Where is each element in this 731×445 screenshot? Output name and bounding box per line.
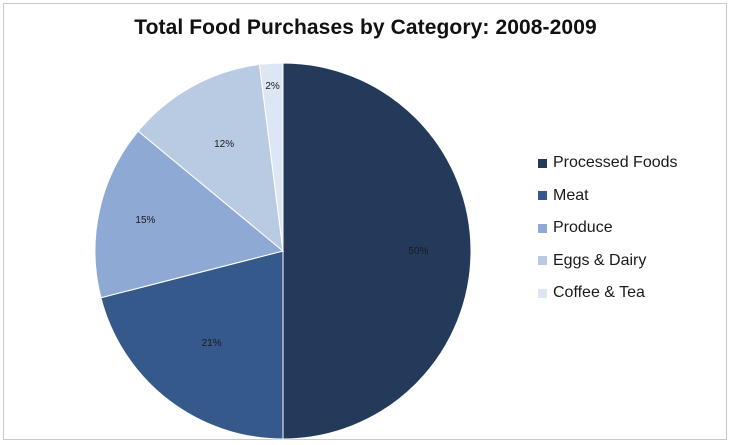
legend-label: Processed Foods [553, 154, 678, 172]
legend-item: Processed Foods [538, 147, 678, 180]
legend-label: Eggs & Dairy [553, 251, 647, 269]
data-label-produce: 15% [135, 215, 155, 226]
pie-slice-meat [100, 250, 284, 440]
chart-title: Total Food Purchases by Category: 2008-2… [134, 16, 597, 39]
legend: Processed Foods Meat Produce Eggs & Dairy Co… [538, 147, 678, 310]
pie-slice-produce [94, 130, 285, 299]
legend-swatch [538, 256, 547, 266]
legend-label: Produce [553, 219, 613, 237]
pie-slice-processed-foods [282, 62, 472, 440]
legend-swatch [538, 288, 547, 298]
legend-swatch [538, 158, 547, 168]
pie-slice-eggs-dairy [137, 63, 284, 253]
data-label-coffee-tea: 2% [265, 81, 280, 92]
legend-item: Eggs & Dairy [538, 245, 678, 278]
data-label-eggs-dairy: 12% [214, 139, 234, 150]
data-label-processed-foods: 50% [408, 246, 428, 257]
legend-item: Produce [538, 212, 678, 245]
legend-label: Coffee & Tea [553, 284, 645, 302]
legend-item: Meat [538, 180, 678, 213]
data-label-meat: 21% [202, 338, 222, 349]
legend-item: Coffee & Tea [538, 277, 678, 310]
legend-swatch [538, 191, 547, 201]
legend-swatch [538, 223, 547, 233]
pie-slice-coffee-tea [258, 62, 284, 252]
legend-label: Meat [553, 186, 589, 204]
